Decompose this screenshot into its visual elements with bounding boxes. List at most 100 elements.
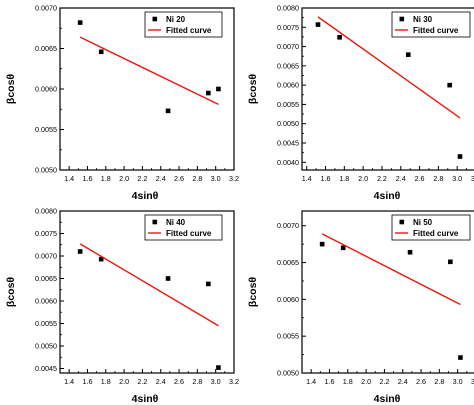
legend-point-swatch (152, 16, 158, 22)
legend-box (391, 214, 471, 241)
x-tick-label: 2.4 (156, 377, 166, 386)
legend: Ni 20 Fitted curve (144, 11, 223, 38)
y-tick-label: 0.0045 (277, 139, 299, 148)
y-tick-label: 0.0055 (35, 319, 57, 328)
y-axis-title: βcosθ (247, 74, 259, 105)
chart-panel-4: 1.4 1.6 1.8 2.0 2.2 2.4 2.6 2.8 3.0 3.2 0.0050 0.00… (247, 210, 474, 405)
x-tick-label: 2.6 (415, 174, 425, 183)
x-axis-title: 4sinθ (374, 393, 401, 405)
y-tick-label: 0.0060 (277, 295, 299, 304)
x-tick-label: 2.2 (137, 377, 147, 386)
data-point (98, 49, 104, 55)
y-tick-label: 0.0070 (277, 42, 299, 51)
y-axis-title: βcosθ (247, 277, 259, 308)
data-point (98, 256, 104, 262)
x-tick-label: 3.0 (211, 377, 221, 386)
data-point (457, 154, 463, 159)
x-tick-label: 3.2 (229, 174, 239, 183)
x-tick-label: 3.0 (211, 174, 221, 183)
x-tick-label: 1.4 (306, 377, 316, 386)
legend-box (144, 214, 223, 241)
x-tick-label: 2.2 (379, 377, 389, 386)
x-tick-label: 2.6 (416, 377, 426, 386)
x-tick-label: 2.0 (361, 377, 371, 386)
data-point (447, 82, 452, 88)
x-tick-label: 1.8 (339, 174, 349, 183)
x-tick-label: 1.8 (101, 174, 111, 183)
y-tick-label: 0.0050 (277, 119, 299, 128)
x-tick-label: 2.2 (137, 174, 147, 183)
x-tick-label: 3.0 (452, 174, 462, 183)
legend: Ni 30 Fitted curve (391, 11, 471, 38)
y-tick-label: 0.0065 (277, 61, 299, 70)
x-tick-label: 2.8 (433, 174, 443, 183)
legend-label: Fitted curve (413, 229, 459, 238)
chart-panel-2: 1.4 1.6 1.8 2.0 2.2 2.4 2.6 2.8 3.0 3.2 0.0040 0.00… (247, 4, 474, 202)
y-tick-label: 0.0065 (35, 274, 57, 283)
y-tick-label: 0.0080 (35, 207, 57, 216)
chart-panel-3: 1.4 1.6 1.8 2.0 2.2 2.4 2.6 2.8 3.0 3.2 0.0045 0.00… (5, 207, 239, 405)
y-tick-label: 0.0065 (277, 258, 299, 267)
x-tick-label: 2.6 (174, 377, 184, 386)
y-tick-label: 0.0055 (277, 332, 299, 341)
legend-point-swatch (399, 219, 405, 225)
x-tick-label: 3.0 (453, 377, 463, 386)
y-axis-title: βcosθ (5, 277, 17, 308)
legend-label: Ni 30 (413, 15, 433, 24)
y-tick-label: 0.0055 (277, 100, 299, 109)
x-tick-label: 1.6 (324, 377, 334, 386)
x-tick-label: 2.8 (192, 174, 202, 183)
data-point (337, 35, 342, 40)
y-tick-label: 0.0070 (35, 4, 57, 13)
y-tick-label: 0.0050 (277, 369, 299, 378)
x-tick-label: 2.8 (434, 377, 444, 386)
data-point (405, 52, 411, 57)
y-tick-label: 0.0070 (35, 252, 57, 261)
legend-label: Fitted curve (166, 229, 212, 238)
data-point (340, 245, 346, 251)
x-tick-label: 2.0 (358, 174, 368, 183)
data-point (407, 249, 413, 255)
y-tick-label: 0.0040 (277, 158, 299, 167)
data-point (458, 355, 463, 360)
data-point (206, 281, 211, 287)
data-point (216, 86, 221, 92)
y-tick-label: 0.0065 (35, 44, 57, 53)
legend: Ni 50 Fitted curve (391, 214, 471, 241)
x-tick-label: 3.2 (471, 377, 474, 386)
x-tick-label: 2.2 (377, 174, 387, 183)
x-tick-label: 3.2 (229, 377, 239, 386)
legend-point-swatch (152, 219, 158, 225)
y-tick-label: 0.0050 (35, 166, 57, 175)
x-tick-label: 2.0 (119, 174, 129, 183)
data-point (165, 108, 171, 114)
chart-panel-1: 1.4 1.6 1.8 2.0 2.2 2.4 2.6 2.8 3.0 3.2 0.0050 0.00… (5, 4, 239, 203)
plot-frame (59, 210, 235, 374)
x-tick-label: 3.2 (471, 174, 474, 183)
x-tick-label: 2.4 (156, 174, 166, 183)
x-tick-label: 2.8 (192, 377, 202, 386)
y-tick-label: 0.0045 (35, 364, 57, 373)
legend-label: Ni 40 (166, 218, 186, 227)
x-tick-label: 2.0 (119, 377, 129, 386)
x-tick-label: 1.8 (101, 377, 111, 386)
data-point (315, 22, 321, 27)
legend-point-swatch (399, 16, 405, 22)
fitted-curve-line (79, 243, 219, 327)
fitted-curve-line (321, 233, 461, 306)
legend-box (144, 11, 223, 38)
y-tick-label: 0.0070 (277, 221, 299, 230)
y-tick-label: 0.0055 (35, 125, 57, 134)
x-tick-label: 1.6 (321, 174, 331, 183)
y-tick-label: 0.0075 (277, 23, 299, 32)
x-axis-title: 4sinθ (132, 393, 159, 405)
x-axis-title: 4sinθ (374, 190, 401, 202)
y-tick-label: 0.0060 (35, 297, 57, 306)
y-tick-label: 0.0050 (35, 342, 57, 351)
legend-label: Ni 20 (166, 15, 186, 24)
legend: Ni 40 Fitted curve (144, 214, 223, 241)
x-axis-title: 4sinθ (132, 190, 159, 202)
fitted-curve-line (79, 36, 219, 106)
y-axis-title: βcosθ (5, 74, 17, 105)
